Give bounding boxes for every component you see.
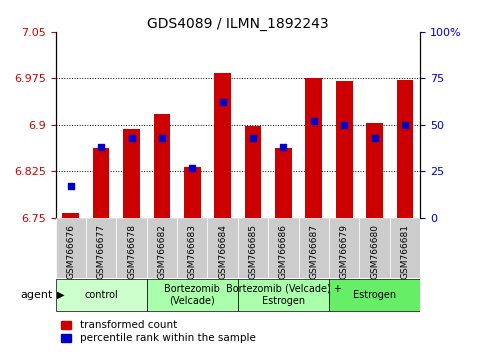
Text: GSM766676: GSM766676 [66,224,75,279]
Text: GSM766678: GSM766678 [127,224,136,279]
Point [401,122,409,127]
Point [219,100,227,105]
Point [341,122,348,127]
Text: agent: agent [21,290,53,300]
Text: GSM766682: GSM766682 [157,224,167,279]
Text: Bortezomib (Velcade) +
Estrogen: Bortezomib (Velcade) + Estrogen [226,284,341,306]
Bar [177,218,208,278]
Bar [208,218,238,278]
Bar [62,213,79,218]
Point [280,144,287,150]
Text: GSM766687: GSM766687 [309,224,318,279]
Bar [245,126,261,218]
Point [188,165,196,170]
Bar [123,129,140,218]
Bar [298,218,329,278]
Bar [147,218,177,278]
Bar [93,148,110,218]
Bar [154,114,170,218]
Text: GSM766685: GSM766685 [249,224,257,279]
Text: ▶: ▶ [57,290,64,300]
Text: GSM766677: GSM766677 [97,224,106,279]
Bar [86,218,116,278]
Bar [359,218,390,278]
Point [371,135,379,141]
Bar [147,279,238,311]
Text: Estrogen: Estrogen [353,290,396,300]
Point [67,183,74,189]
Point [249,135,257,141]
Bar [56,218,86,278]
Bar [329,218,359,278]
Text: GSM766681: GSM766681 [400,224,410,279]
Text: GSM766683: GSM766683 [188,224,197,279]
Bar [275,148,292,218]
Bar [116,218,147,278]
Bar [390,218,420,278]
Point [97,144,105,150]
Point [158,135,166,141]
Bar [366,123,383,218]
Text: GSM766679: GSM766679 [340,224,349,279]
Bar [268,218,298,278]
Text: GSM766680: GSM766680 [370,224,379,279]
Bar [329,279,420,311]
Bar [397,80,413,218]
Bar [214,73,231,218]
Bar [56,279,147,311]
Bar [305,78,322,218]
Bar [238,218,268,278]
Bar [184,167,200,218]
Text: Bortezomib
(Velcade): Bortezomib (Velcade) [164,284,220,306]
Text: GSM766684: GSM766684 [218,224,227,279]
Text: GSM766686: GSM766686 [279,224,288,279]
Bar [238,279,329,311]
Point [310,118,318,124]
Point [128,135,135,141]
Bar [336,81,353,218]
Legend: transformed count, percentile rank within the sample: transformed count, percentile rank withi… [61,320,256,343]
Text: control: control [84,290,118,300]
Title: GDS4089 / ILMN_1892243: GDS4089 / ILMN_1892243 [147,17,329,31]
